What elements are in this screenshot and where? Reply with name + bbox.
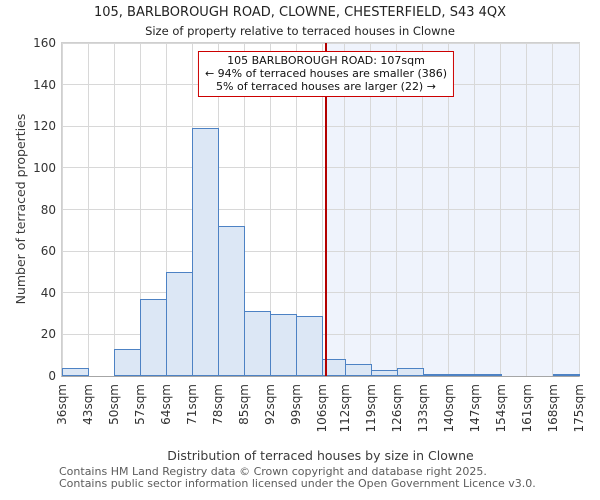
x-tick-label: 119sqm [363,384,378,433]
x-tick-label: 112sqm [337,384,352,433]
x-tick-label: 126sqm [389,384,404,433]
x-tick-label: 175sqm [572,384,586,433]
y-tick-label: 20 [40,327,56,342]
x-tick-label: 140sqm [441,384,456,433]
marker-annotation: 105 BARLBOROUGH ROAD: 107sqm ← 94% of te… [197,51,455,97]
y-tick-label: 100 [33,160,56,175]
h-gridline [62,125,579,127]
y-tick-label: 80 [40,202,56,217]
histogram-bar [114,348,142,376]
chart-subtitle: Size of property relative to terraced ho… [145,24,455,38]
h-gridline [62,292,579,294]
x-tick-label: 85sqm [237,384,252,425]
x-tick-label: 78sqm [211,384,226,425]
h-gridline [62,167,579,169]
y-tick-label: 160 [33,36,56,50]
x-tick-label: 133sqm [415,384,430,433]
histogram-bar [244,311,272,376]
histogram-bar [140,298,168,376]
v-gridline [578,43,580,376]
histogram-bar [270,313,298,376]
histogram-bar [62,367,90,376]
chart-title: 105, BARLBOROUGH ROAD, CLOWNE, CHESTERFI… [93,5,507,20]
h-gridline [62,209,579,210]
histogram-bar [396,367,424,376]
histogram-bar [296,315,324,376]
histogram-bar [474,373,502,376]
x-tick-label: 106sqm [315,384,330,433]
y-tick-label: 120 [33,119,56,134]
x-tick-label: 92sqm [263,384,278,425]
x-tick-label: 57sqm [133,384,148,425]
x-tick-label: 64sqm [159,384,174,425]
y-tick-label: 140 [33,77,56,92]
histogram-bar [192,128,220,376]
x-tick-label: 99sqm [289,384,304,425]
x-tick-label: 71sqm [185,384,200,425]
histogram-bar [552,373,580,376]
x-tick-label: 43sqm [81,384,96,425]
annotation-line2: ← 94% of terraced houses are smaller (38… [204,67,448,80]
plot-area: 105 BARLBOROUGH ROAD: 107sqm ← 94% of te… [61,42,580,377]
x-tick-label: 161sqm [519,384,534,433]
x-axis-title: Distribution of terraced houses by size … [167,448,474,463]
x-tick-label: 36sqm [55,384,69,425]
footer-line1: Contains HM Land Registry data © Crown c… [59,465,487,478]
x-tick-label: 147sqm [467,384,482,433]
histogram-bar [448,373,476,376]
h-gridline [62,42,579,44]
histogram-bar [344,363,372,376]
histogram-bar [370,369,398,376]
annotation-line1: 105 BARLBOROUGH ROAD: 107sqm [227,54,425,67]
y-tick-label: 0 [48,369,56,383]
x-tick-label: 154sqm [493,384,508,433]
annotation-line3: 5% of terraced houses are larger (22) → [216,80,436,93]
x-tick-label: 50sqm [107,384,122,425]
histogram-bar [218,226,246,376]
y-tick-label: 40 [40,285,56,300]
y-tick-label: 60 [40,244,56,259]
footer-line2: Contains public sector information licen… [59,477,536,490]
histogram-bar [166,271,194,376]
h-gridline [62,250,579,252]
x-tick-label: 168sqm [545,384,560,433]
property-marker-line [325,43,328,376]
histogram-bar [422,373,450,376]
